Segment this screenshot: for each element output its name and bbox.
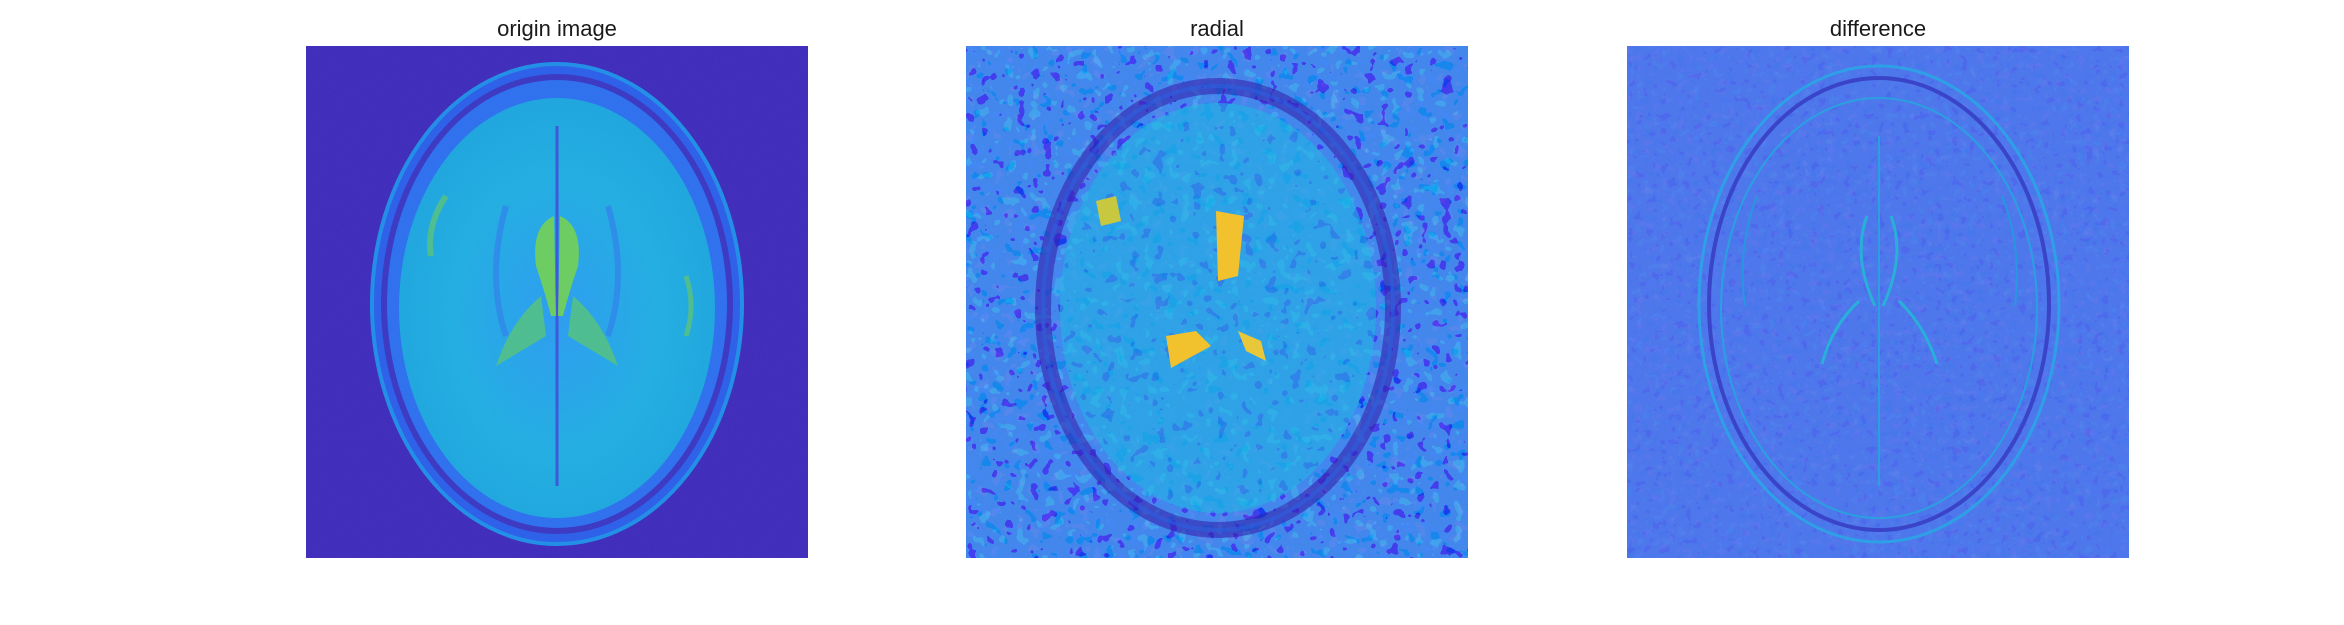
- radial-reconstruction-image: [966, 46, 1468, 558]
- skull-outline-difference: [1697, 64, 2061, 544]
- panel-radial: radial: [966, 0, 1468, 600]
- origin-mri-image: [306, 46, 808, 558]
- panel-origin-image: origin image: [306, 0, 808, 600]
- panel-title-origin: origin image: [497, 16, 617, 41]
- difference-image: [1627, 46, 2129, 558]
- ventricle-bright-lower-left: [1166, 331, 1211, 368]
- panel-title-difference: difference: [1829, 16, 1927, 41]
- ventricle-bright-upper: [1216, 211, 1244, 281]
- panel-difference: difference: [1627, 0, 2129, 600]
- panel-title-radial: radial: [1190, 16, 1244, 41]
